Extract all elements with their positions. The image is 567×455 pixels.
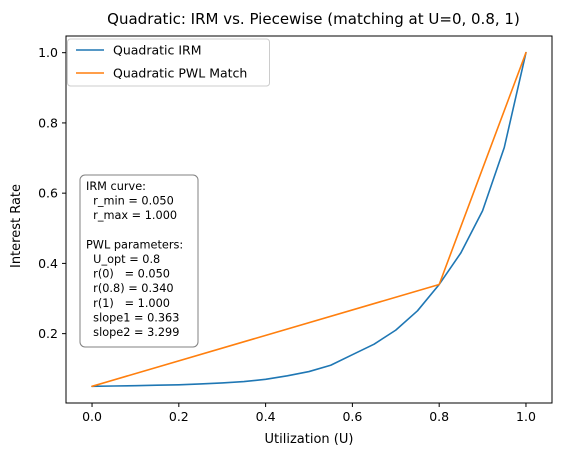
axes-frame — [65, 35, 553, 404]
plot-area — [65, 35, 553, 404]
y-tick-label: 1.0 — [38, 45, 58, 60]
x-axis-label: Utilization (U) — [265, 432, 354, 447]
annotation-line: r_max = 1.000 — [86, 209, 177, 222]
x-tick-label: 0.8 — [429, 409, 449, 424]
annotation-line: PWL parameters: — [86, 238, 183, 251]
y-tick-label: 0.6 — [38, 186, 58, 201]
annotation-line: slope2 = 3.299 — [86, 326, 179, 339]
series-line-2 — [91, 51, 527, 388]
x-axis: 0.0 0.2 0.4 0.6 0.8 1.0 — [82, 403, 536, 424]
chart-title: Quadratic: IRM vs. Piecewise (matching a… — [107, 10, 520, 28]
series-line-1 — [91, 51, 527, 388]
y-axis-label: Interest Rate — [9, 184, 24, 268]
y-tick-label: 0.4 — [38, 256, 58, 271]
x-tick-label: 0.0 — [82, 409, 102, 424]
legend-label-1: Quadratic IRM — [113, 43, 202, 58]
y-axis: 0.2 0.4 0.6 0.8 1.0 — [38, 45, 66, 341]
annotation-line: r_min = 0.050 — [86, 195, 174, 208]
annotation-line: r(1) = 1.000 — [86, 297, 170, 310]
annotation-line: slope1 = 0.363 — [86, 311, 179, 324]
legend-label-2: Quadratic PWL Match — [113, 66, 247, 81]
annotation-box: IRM curve: r_min = 0.050 r_max = 1.000 PW… — [79, 174, 199, 348]
legend: Quadratic IRM Quadratic PWL Match — [67, 38, 270, 87]
legend-frame — [67, 38, 270, 87]
x-tick-label: 0.2 — [169, 409, 189, 424]
x-tick-label: 0.6 — [342, 409, 362, 424]
x-tick-label: 0.4 — [256, 409, 276, 424]
y-tick-label: 0.8 — [38, 115, 58, 130]
x-tick-label: 1.0 — [516, 409, 536, 424]
annotation-line: r(0.8) = 0.340 — [86, 282, 174, 295]
annotation-line: r(0) = 0.050 — [86, 268, 170, 281]
y-tick-label: 0.2 — [38, 326, 58, 341]
annotation-line: IRM curve: — [86, 180, 146, 193]
annotation-frame — [79, 174, 199, 348]
annotation-line: U_opt = 0.8 — [86, 253, 160, 266]
